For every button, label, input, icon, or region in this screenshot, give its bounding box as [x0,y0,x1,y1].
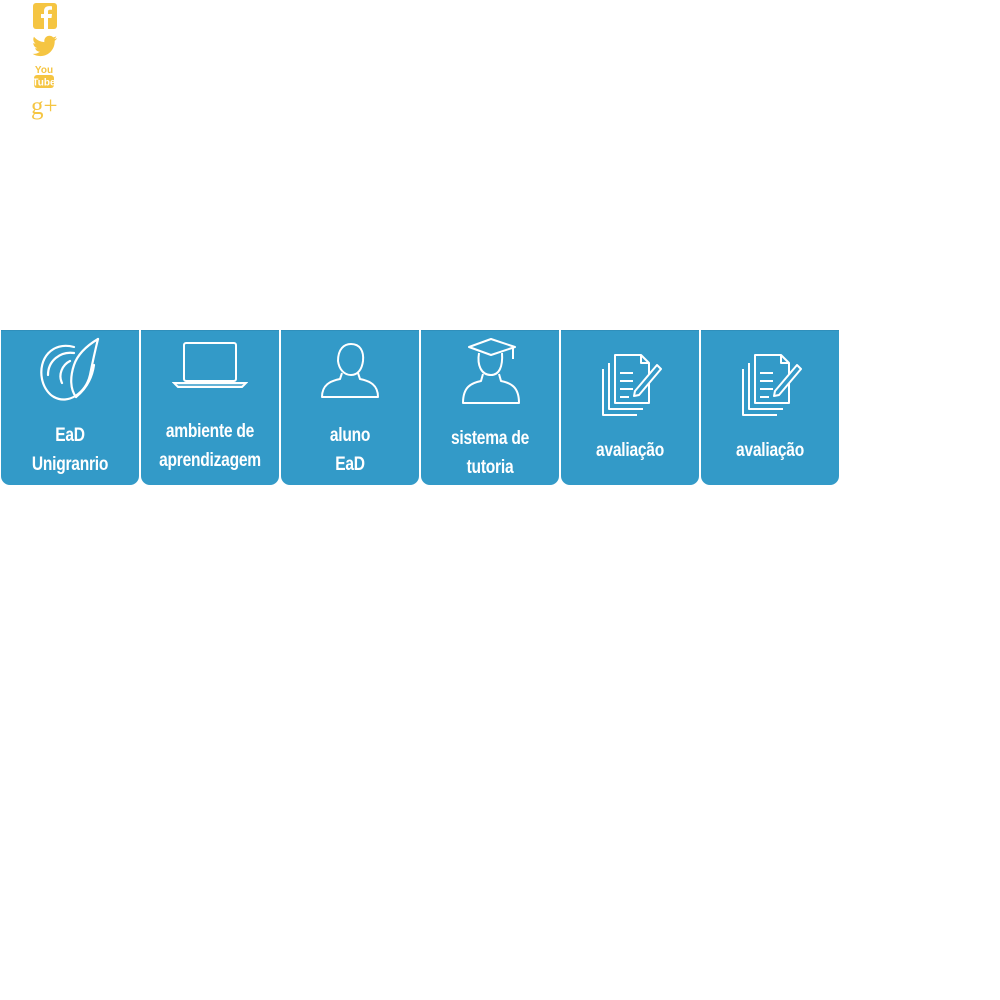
portal-shortcuts: EaD Unigranrio ambiente de aprendizagem … [0,330,840,486]
tile-label-line2: tutoria [466,457,514,478]
tutor-graduate-icon [462,338,520,404]
student-icon [321,343,379,398]
tile-aluno-ead[interactable]: aluno EaD [281,330,419,485]
tile-label: aluno EaD [293,421,406,479]
tile-label-line1: ambiente de [165,421,255,442]
tile-label: sistema de tutoria [433,424,546,482]
facebook-icon [33,3,57,29]
documents-pen-icon [742,354,802,416]
google-plus-icon: g+ [31,93,58,120]
tile-label: ambiente de aprendizagem [153,417,266,475]
tile-label: avaliação [573,436,686,465]
twitter-link[interactable] [30,32,60,62]
youtube-link[interactable]: You Tube [30,62,60,92]
tile-label-line1: aluno [329,425,371,446]
tile-label-line1: sistema de [450,428,530,449]
ead-logo-icon [40,337,100,401]
twitter-icon [32,35,58,57]
tile-label: avaliação [713,436,826,465]
tile-label-line1: avaliação [736,440,804,461]
tile-label-line2: EaD [335,454,365,475]
tile-label-line1: avaliação [596,440,664,461]
youtube-icon: You Tube [32,65,56,89]
tile-label: EaD Unigranrio [13,421,126,479]
tile-ead-unigranrio[interactable]: EaD Unigranrio [1,330,139,485]
social-links: You Tube g+ [30,2,62,122]
tile-label-line1: EaD [55,425,85,446]
facebook-link[interactable] [30,2,60,32]
tile-label-line2: Unigranrio [31,454,109,475]
tile-label-line2: aprendizagem [159,450,261,471]
tile-avaliacao-1[interactable]: avaliação [561,330,699,485]
laptop-icon [172,342,248,388]
tile-avaliacao-2[interactable]: avaliação [701,330,839,485]
tile-ambiente-aprendizagem[interactable]: ambiente de aprendizagem [141,330,279,485]
documents-pen-icon [602,354,662,416]
youtube-text-bottom: Tube [32,78,56,89]
google-plus-link[interactable]: g+ [30,92,60,122]
youtube-text-top: You [35,65,53,76]
tile-sistema-tutoria[interactable]: sistema de tutoria [421,330,559,485]
google-plus-text: g+ [31,93,58,120]
